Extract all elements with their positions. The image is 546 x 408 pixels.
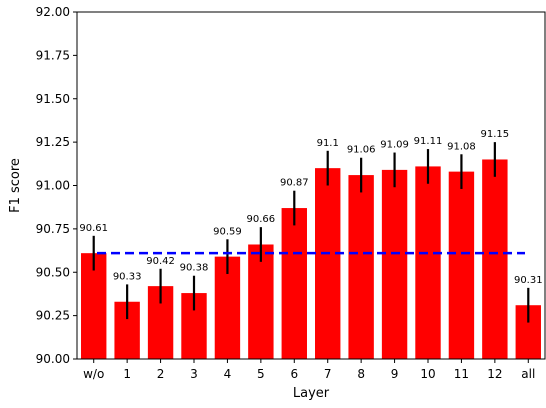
data-label: 91.11 [414, 136, 443, 147]
bar [81, 253, 107, 359]
x-tick-label: 11 [454, 367, 469, 381]
x-tick-label: 10 [420, 367, 435, 381]
x-tick-label: 12 [487, 367, 502, 381]
x-tick-label: 9 [391, 367, 399, 381]
bar [315, 168, 341, 359]
bar [281, 208, 307, 359]
data-label: 90.42 [146, 256, 175, 267]
data-label: 91.08 [447, 141, 476, 152]
y-tick-label: 91.50 [36, 92, 70, 106]
data-label: 90.31 [514, 275, 543, 286]
x-axis-title: Layer [293, 386, 330, 401]
y-tick-label: 91.25 [36, 135, 70, 149]
y-tick-label: 90.25 [36, 309, 70, 323]
data-label: 90.38 [180, 263, 209, 274]
y-axis-title: F1 score [8, 158, 23, 213]
bar [448, 171, 475, 359]
y-tick-label: 90.00 [36, 352, 70, 366]
x-tick-label: 5 [257, 367, 265, 381]
data-label: 91.1 [317, 138, 339, 149]
x-tick-label: all [521, 367, 535, 381]
y-tick-label: 90.75 [36, 222, 70, 236]
data-label: 91.06 [347, 145, 376, 156]
data-label: 91.15 [481, 129, 510, 140]
axes-frame [76, 11, 546, 360]
data-label: 91.09 [380, 140, 409, 151]
x-tick-label: 1 [123, 367, 131, 381]
data-label: 90.87 [280, 178, 309, 189]
bar [482, 159, 508, 359]
data-label: 90.33 [113, 271, 142, 282]
bar [415, 166, 441, 359]
y-tick-label: 92.00 [36, 5, 70, 19]
x-tick-label: 3 [190, 367, 198, 381]
data-label: 90.61 [79, 223, 108, 234]
data-label: 90.59 [213, 226, 242, 237]
y-tick-label: 91.75 [36, 48, 70, 62]
y-axis: 90.00 90.25 90.50 90.75 91.00 91.25 91.50 91.75… [36, 5, 77, 366]
x-tick-label: w/o [83, 367, 104, 381]
x-tick-label: 4 [224, 367, 232, 381]
bar [381, 169, 408, 359]
y-tick-label: 90.50 [36, 265, 70, 279]
data-label: 90.66 [247, 214, 276, 225]
x-tick-label: 8 [357, 367, 365, 381]
x-tick-label: 7 [324, 367, 332, 381]
bar [248, 244, 274, 359]
x-tick-label: 2 [157, 367, 165, 381]
x-tick-label: 6 [290, 367, 298, 381]
x-axis: w/o 1 2 3 4 5 6 7 8 9 10 11 12 all [83, 359, 535, 381]
plot-content: 90.61 90.33 90.42 90.38 90.59 90.66 90.87 91.1 9… [79, 129, 543, 359]
y-tick-label: 91.00 [36, 179, 70, 193]
bar [348, 175, 374, 359]
